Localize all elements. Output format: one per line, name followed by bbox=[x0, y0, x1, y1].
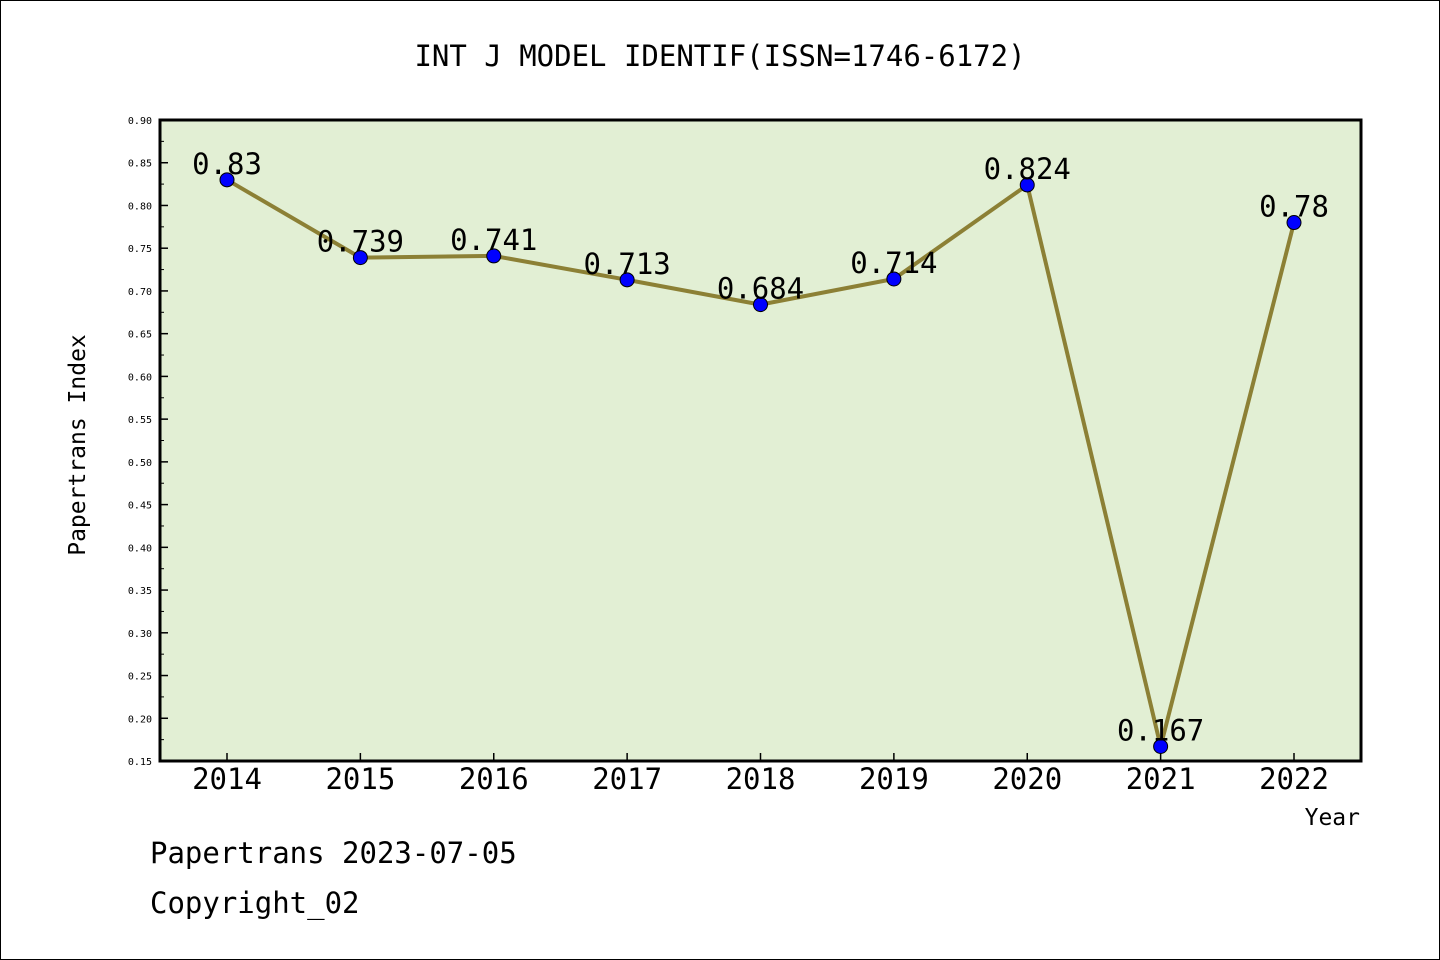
y-tick-label-8: 0.55 bbox=[128, 415, 152, 426]
y-axis-label: Papertrans Index bbox=[65, 334, 91, 556]
data-point-2014 bbox=[219, 172, 235, 188]
data-label-2018: 0.684 bbox=[717, 272, 804, 306]
chart-title: INT J MODEL IDENTIF(ISSN=1746-6172) bbox=[414, 39, 1025, 73]
y-tick-label-15: 0.90 bbox=[128, 116, 152, 127]
y-tick-label-9: 0.60 bbox=[128, 372, 152, 383]
plot-area bbox=[158, 118, 1363, 763]
data-label-2022: 0.78 bbox=[1259, 190, 1329, 224]
data-labels: 0.83 0.739 0.741 0.713 0.684 0.714 0.824 0.167 0… bbox=[192, 147, 1329, 748]
data-point-2019 bbox=[886, 271, 902, 287]
y-tick-label-10: 0.65 bbox=[128, 330, 152, 341]
y-tick-label-5: 0.40 bbox=[128, 543, 152, 554]
x-tick-label-8: 2022 bbox=[1259, 762, 1329, 796]
data-point-2018 bbox=[753, 297, 768, 313]
data-label-2019: 0.714 bbox=[850, 246, 937, 280]
y-tick-label-3: 0.30 bbox=[128, 629, 152, 640]
y-tick-label-13: 0.80 bbox=[128, 201, 152, 212]
y-tick-label-6: 0.45 bbox=[128, 501, 152, 512]
y-tick-label-1: 0.20 bbox=[128, 714, 152, 725]
x-tick-label-6: 2020 bbox=[992, 762, 1062, 796]
footer-date-text: Papertrans 2023-07-05 bbox=[150, 836, 517, 870]
data-point-2022 bbox=[1286, 215, 1302, 231]
y-axis: 0.15 0.20 0.25 0.30 0.35 0.40 0.45 0.50 0.55 0.60… bbox=[128, 116, 168, 768]
x-axis-label: Year bbox=[1305, 805, 1360, 831]
data-point-2020 bbox=[1019, 177, 1035, 193]
data-label-2017: 0.713 bbox=[583, 247, 670, 281]
data-label-2016: 0.741 bbox=[450, 223, 537, 257]
y-tick-label-11: 0.70 bbox=[128, 287, 152, 298]
y-tick-label-14: 0.85 bbox=[128, 159, 152, 170]
y-tick-label-0: 0.15 bbox=[128, 757, 152, 768]
footer-copyright-text: Copyright_02 bbox=[150, 886, 360, 920]
x-tick-label-0: 2014 bbox=[192, 762, 262, 796]
x-tick-label-2: 2016 bbox=[459, 762, 529, 796]
data-label-2014: 0.83 bbox=[192, 147, 262, 181]
data-label-2020: 0.824 bbox=[984, 152, 1071, 186]
x-tick-label-7: 2021 bbox=[1126, 762, 1196, 796]
data-point-2015 bbox=[352, 250, 368, 266]
y-tick-label-7: 0.50 bbox=[128, 458, 152, 469]
x-tick-label-1: 2015 bbox=[325, 762, 395, 796]
data-point-2016 bbox=[486, 248, 502, 264]
x-tick-label-4: 2018 bbox=[726, 762, 796, 796]
y-tick-label-12: 0.75 bbox=[128, 244, 152, 255]
y-tick-label-2: 0.25 bbox=[128, 672, 152, 683]
x-tick-label-3: 2017 bbox=[592, 762, 662, 796]
data-label-2021: 0.167 bbox=[1117, 713, 1204, 747]
data-points bbox=[219, 172, 1302, 754]
data-point-2017 bbox=[619, 272, 635, 288]
x-tick-label-5: 2019 bbox=[859, 762, 929, 796]
data-label-2015: 0.739 bbox=[317, 225, 404, 259]
x-axis: 2014 2015 2016 2017 2018 2019 2020 2021 2022 bbox=[192, 753, 1329, 796]
data-point-2021 bbox=[1153, 738, 1169, 754]
y-tick-label-4: 0.35 bbox=[128, 586, 152, 597]
